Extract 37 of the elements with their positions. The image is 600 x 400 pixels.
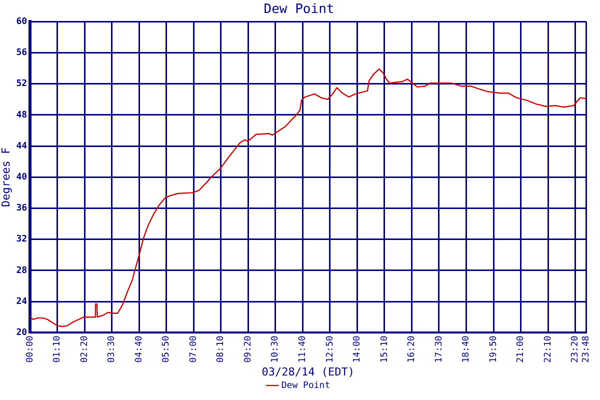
x-tick-label: 23:20 <box>570 336 581 363</box>
x-tick-label: 07:00 <box>188 336 199 363</box>
y-tick-label: 40 <box>16 172 28 182</box>
legend-label: Dew Point <box>281 380 330 391</box>
x-tick-label: 21:00 <box>516 336 526 363</box>
x-tick-label: 09:20 <box>243 336 254 363</box>
x-tick-label: 02:20 <box>80 336 90 363</box>
x-tick-label: 08:10 <box>216 336 226 363</box>
y-tick-label: 36 <box>16 204 28 214</box>
x-tick-label: 05:50 <box>162 336 172 363</box>
chart-title: Dew Point <box>264 2 334 18</box>
y-tick-label: 48 <box>16 110 28 120</box>
y-tick-label: 20 <box>16 328 28 338</box>
y-tick-label: 56 <box>16 48 28 58</box>
x-tick-label: 12:50 <box>325 336 336 363</box>
y-tick-label: 28 <box>16 266 28 276</box>
y-tick-label: 60 <box>16 16 28 27</box>
x-tick-label: 23:48 <box>582 336 592 363</box>
x-axis-title: 03/28/14 (EDT) <box>262 365 354 378</box>
x-tick-label: 10:30 <box>270 336 281 363</box>
x-tick-label: 03:30 <box>107 336 118 363</box>
x-tick-label: 11:40 <box>298 336 308 363</box>
y-tick-label: 52 <box>16 79 28 90</box>
x-tick-label: 19:50 <box>488 336 499 363</box>
x-tick-label: 04:40 <box>134 336 144 363</box>
y-axis-title: Degrees F <box>0 147 12 207</box>
y-tick-label: 32 <box>16 234 28 245</box>
x-tick-label: 22:10 <box>543 336 554 363</box>
x-tick-label: 00:00 <box>25 336 36 363</box>
x-tick-label: 18:40 <box>462 336 472 363</box>
x-tick-label: 15:10 <box>380 336 390 363</box>
x-tick-label: 16:20 <box>407 336 418 363</box>
y-tick-label: 44 <box>16 141 28 152</box>
y-tick-label: 24 <box>16 296 28 307</box>
x-tick-label: 17:30 <box>434 336 444 363</box>
x-tick-label: 14:00 <box>352 336 363 363</box>
x-tick-label: 01:10 <box>52 336 63 363</box>
